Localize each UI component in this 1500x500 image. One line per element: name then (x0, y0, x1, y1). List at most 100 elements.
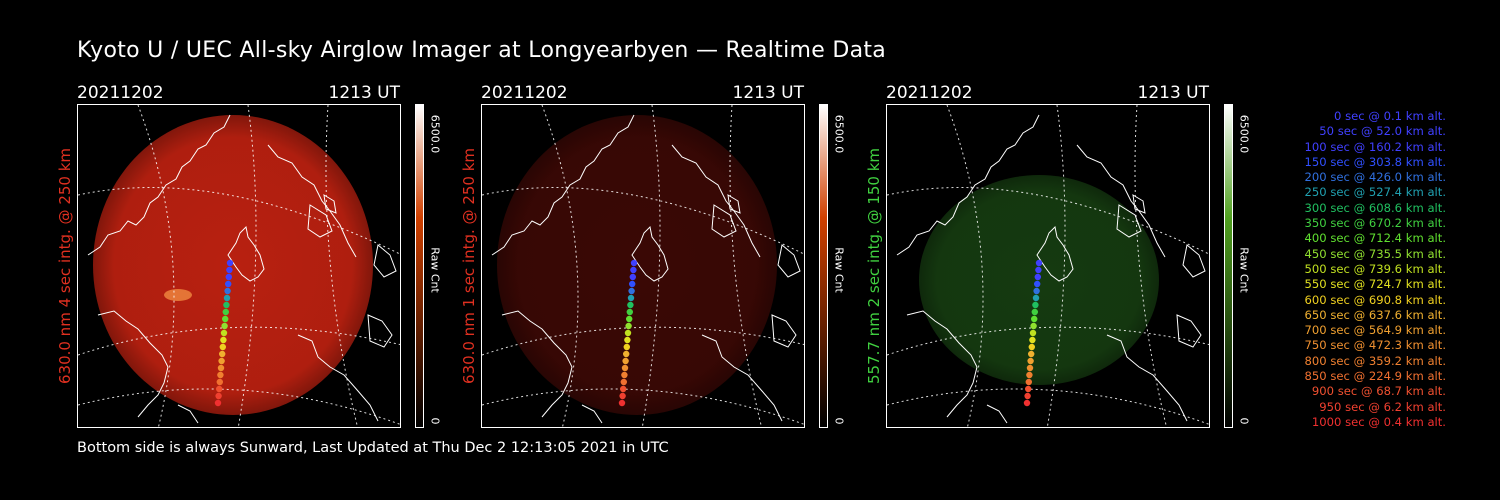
trajectory-point (627, 294, 635, 302)
latlon-grid-line (482, 326, 804, 356)
trajectory-point (1026, 364, 1034, 372)
trajectory-point (220, 336, 227, 344)
trajectory-point (1030, 322, 1037, 330)
trajectory-point (626, 308, 633, 316)
trajectory-point (1035, 259, 1043, 267)
panel-2-side-label: 630.0 nm 1 sec intg. @ 250 km (458, 104, 480, 428)
trajectory-point (1029, 329, 1037, 337)
panel-1-side-text: 630.0 nm 4 sec intg. @ 250 km (56, 147, 74, 385)
legend-entry: 900 sec @ 68.7 km alt. (1311, 384, 1446, 399)
trajectory-point (1028, 350, 1035, 358)
footer-note: Bottom side is always Sunward, Last Upda… (77, 440, 669, 456)
trajectory-point (623, 343, 630, 351)
trajectory-point (223, 294, 231, 302)
legend-entry: 200 sec @ 426.0 km alt. (1304, 170, 1446, 185)
panel-1-colorbar (415, 104, 424, 428)
trajectory-legend: 0 sec @ 0.1 km alt. 50 sec @ 52.0 km alt.… (1250, 109, 1446, 430)
panel-2-time: 1213 UT (732, 83, 805, 103)
trajectory-point (226, 266, 233, 274)
legend-entry: 600 sec @ 690.8 km alt. (1304, 292, 1446, 307)
latlon-grid-line (887, 326, 1209, 356)
legend-entry: 100 sec @ 160.2 km alt. (1304, 139, 1446, 154)
trajectory-point (1024, 392, 1031, 400)
panel-1-date: 20211202 (77, 83, 164, 103)
legend-entry: 50 sec @ 52.0 km alt. (1319, 124, 1446, 139)
trajectory-point (624, 336, 631, 344)
latlon-grid-line (325, 105, 359, 427)
trajectory-point (1026, 371, 1033, 379)
trajectory-point (625, 322, 632, 330)
trajectory-point (214, 399, 222, 407)
legend-entry: 300 sec @ 608.6 km alt. (1304, 200, 1446, 215)
panel-2-date: 20211202 (481, 83, 568, 103)
latlon-grid-line (1046, 105, 1066, 427)
trajectory-point (630, 266, 637, 274)
trajectory-point (621, 371, 628, 379)
latlon-grid-line (541, 105, 579, 427)
trajectory-point (1025, 378, 1032, 386)
panel-1-colorbar-min: 0 (428, 417, 442, 425)
panel-3-date: 20211202 (886, 83, 973, 103)
trajectory-point (222, 315, 229, 323)
legend-entry: 500 sec @ 739.6 km alt. (1304, 261, 1446, 276)
panel-3-image (886, 104, 1210, 428)
panel-2-side-text: 630.0 nm 1 sec intg. @ 250 km (460, 147, 478, 385)
latlon-grid-line (946, 105, 984, 427)
panel-1-colorbar-max: 6500.0 (428, 114, 442, 154)
panel-2-colorbar-max: 6500.0 (832, 114, 846, 154)
legend-entry: 1000 sec @ 0.4 km alt. (1311, 414, 1446, 429)
latlon-grid-line (1134, 105, 1168, 427)
panel-2-colorbar (819, 104, 828, 428)
panel-1-side-label: 630.0 nm 4 sec intg. @ 250 km (54, 104, 76, 428)
panel-2-colorbar-title: Raw Cnt (832, 247, 846, 293)
latlon-grid-line (482, 187, 804, 255)
page-title: Kyoto U / UEC All-sky Airglow Imager at … (77, 38, 887, 63)
airglow-image (919, 175, 1159, 385)
panel-1-colorbar-title: Raw Cnt (428, 247, 442, 293)
panel-2-image (481, 104, 805, 428)
trajectory-point (221, 322, 228, 330)
trajectory-point (623, 350, 630, 358)
trajectory-point (619, 392, 626, 400)
legend-entry: 650 sec @ 637.6 km alt. (1304, 307, 1446, 322)
trajectory-point (621, 364, 629, 372)
trajectory-point (624, 329, 632, 337)
latlon-grid-line (641, 105, 661, 427)
aurora-patch (164, 289, 192, 301)
panel-3-time: 1213 UT (1137, 83, 1210, 103)
legend-entry: 550 sec @ 724.7 km alt. (1304, 277, 1446, 292)
trajectory-point (1035, 266, 1042, 274)
trajectory-point (215, 392, 222, 400)
trajectory-point (1031, 315, 1038, 323)
trajectory-point (1034, 280, 1041, 288)
trajectory-point (618, 399, 626, 407)
trajectory-point (629, 280, 636, 288)
latlon-grid-line (137, 105, 175, 427)
latlon-grid-line (729, 105, 763, 427)
latlon-grid-line (78, 187, 400, 255)
coastline (896, 114, 1206, 424)
trajectory-point (630, 259, 638, 267)
legend-entry: 750 sec @ 472.3 km alt. (1304, 338, 1446, 353)
panel-1-image (77, 104, 401, 428)
legend-entry: 350 sec @ 670.2 km alt. (1304, 216, 1446, 231)
trajectory-point (1032, 301, 1039, 309)
trajectory-point (628, 287, 635, 295)
trajectory-point (1023, 399, 1031, 407)
legend-entry: 800 sec @ 359.2 km alt. (1304, 353, 1446, 368)
trajectory-point (629, 273, 636, 281)
coastline (87, 114, 397, 424)
legend-entry: 150 sec @ 303.8 km alt. (1304, 154, 1446, 169)
trajectory-point (622, 357, 629, 365)
trajectory-point (219, 343, 226, 351)
legend-entry: 250 sec @ 527.4 km alt. (1304, 185, 1446, 200)
trajectory-point (219, 350, 226, 358)
trajectory-point (1028, 343, 1035, 351)
latlon-grid-line (78, 326, 400, 356)
trajectory-point (224, 287, 231, 295)
panel-3-colorbar-title: Raw Cnt (1237, 247, 1251, 293)
trajectory-point (1029, 336, 1036, 344)
trajectory-point (223, 301, 230, 309)
trajectory-point (225, 280, 232, 288)
trajectory-point (225, 273, 232, 281)
